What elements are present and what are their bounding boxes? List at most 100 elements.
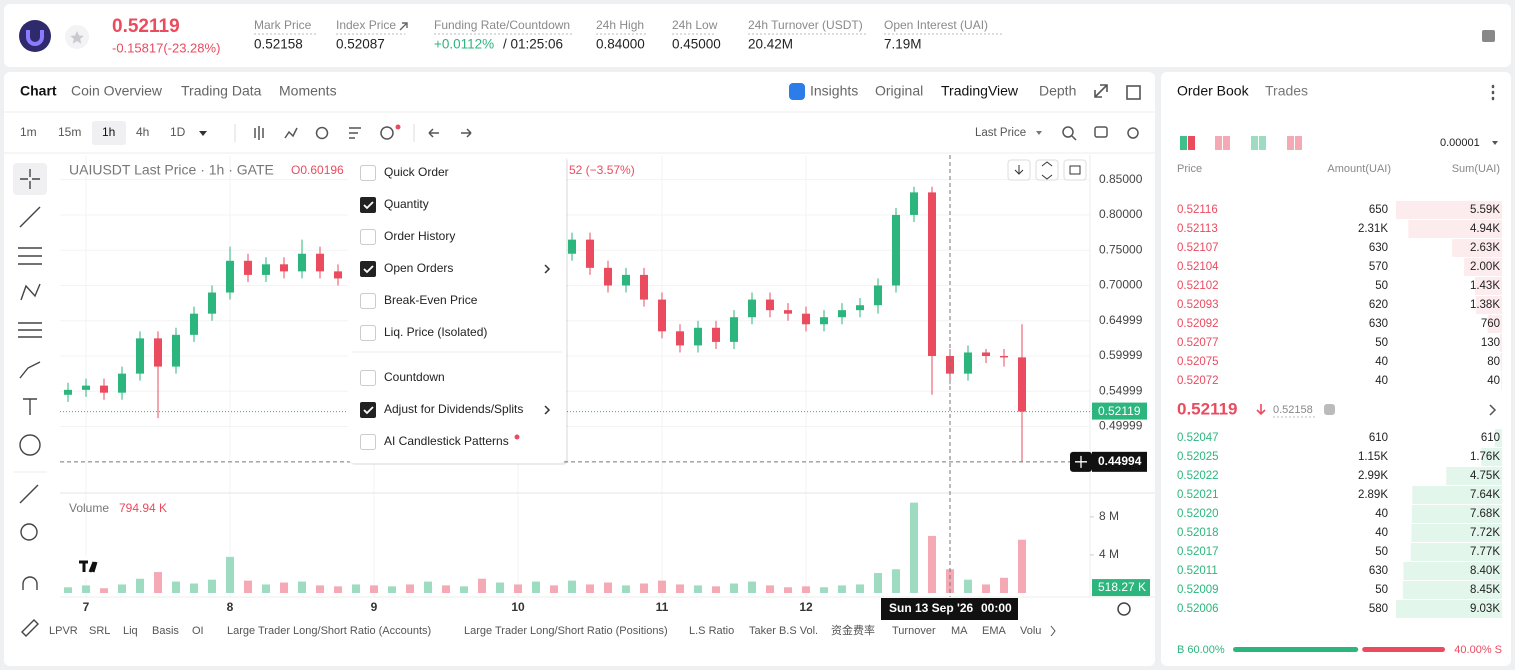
caret: [1036, 131, 1042, 135]
indicator[interactable]: Basis: [152, 625, 179, 637]
y-tick-label: 0.54999: [1099, 383, 1143, 397]
indicator[interactable]: OI: [192, 625, 204, 637]
volume-bar: [100, 588, 108, 593]
menu-item[interactable]: Open Orders: [384, 261, 453, 275]
ob-price: 0.52006: [1177, 603, 1219, 615]
ob-amount: 2.31K: [1358, 223, 1388, 235]
menu-item[interactable]: AI Candlestick Patterns: [384, 434, 509, 448]
volume-bar: [406, 584, 414, 593]
plus-icon: [1075, 455, 1087, 468]
volume-bar: [550, 585, 558, 593]
layout-icon[interactable]: [1188, 136, 1195, 150]
indicator[interactable]: Large Trader Long/Short Ratio (Positions…: [464, 625, 668, 637]
layout-icon[interactable]: [1180, 136, 1187, 150]
checkbox[interactable]: [360, 325, 376, 341]
stat-label: Mark Price: [254, 18, 312, 32]
candle-body: [316, 253, 324, 272]
checkbox[interactable]: [360, 229, 376, 245]
ob-sum: 1.76K: [1470, 451, 1500, 463]
layout-icon[interactable]: [1251, 136, 1258, 150]
volume-bar: [154, 572, 162, 593]
ob-price: 0.52116: [1177, 204, 1218, 216]
menu-item[interactable]: Quantity: [384, 197, 429, 211]
ob-precision[interactable]: 0.00001: [1440, 137, 1480, 149]
checkbox-checked[interactable]: [360, 402, 376, 418]
volume-bar: [802, 586, 810, 593]
tab[interactable]: Chart: [20, 83, 57, 99]
ob-tab[interactable]: Order Book: [1177, 83, 1250, 99]
indicator[interactable]: EMA: [982, 625, 1007, 637]
volume-title: Volume: [69, 501, 109, 515]
chart-button[interactable]: [1035, 159, 1059, 181]
volume-tick-label: 8 M: [1099, 509, 1119, 523]
interval[interactable]: 1m: [20, 125, 37, 139]
x-tick-label: 8: [227, 600, 234, 614]
interval[interactable]: 15m: [58, 125, 81, 139]
expand-icon[interactable]: [1094, 84, 1108, 98]
indicator[interactable]: Liq: [123, 625, 138, 637]
stat-label: 24h Turnover (USDT): [748, 18, 863, 32]
depth-bar: [1452, 239, 1502, 257]
menu-item[interactable]: Countdown: [384, 370, 445, 384]
candle-body: [694, 327, 702, 346]
tab[interactable]: Trading Data: [181, 83, 262, 99]
ob-price: 0.52075: [1177, 356, 1219, 368]
tab[interactable]: Moments: [279, 83, 337, 99]
indicator[interactable]: Turnover: [892, 625, 936, 637]
interval[interactable]: 1h: [102, 125, 115, 139]
checkbox[interactable]: [360, 434, 376, 450]
interval[interactable]: 4h: [136, 125, 149, 139]
indicator[interactable]: 资金费率: [831, 623, 875, 637]
menu-item[interactable]: Quick Order: [384, 165, 449, 179]
indicator[interactable]: Volu: [1020, 625, 1041, 637]
chart-button[interactable]: [1063, 159, 1087, 181]
drawing-tools[interactable]: [13, 163, 47, 637]
checkbox-checked[interactable]: [360, 197, 376, 213]
view-tab[interactable]: Original: [875, 83, 923, 99]
settings-icon[interactable]: [1117, 602, 1131, 616]
menu-item[interactable]: Liq. Price (Isolated): [384, 325, 487, 339]
tab[interactable]: Coin Overview: [71, 83, 163, 99]
window-icon[interactable]: [1126, 85, 1141, 100]
indicator[interactable]: MA: [951, 625, 968, 637]
ob-amount: 50: [1375, 546, 1388, 558]
indicator[interactable]: Large Trader Long/Short Ratio (Accounts): [227, 625, 431, 637]
depth-bar: [1412, 486, 1502, 504]
volume-bar: [496, 582, 504, 593]
menu-item[interactable]: Adjust for Dividends/Splits: [384, 402, 523, 416]
toolbar-icons[interactable]: [254, 126, 1139, 141]
view-tab[interactable]: Insights: [810, 83, 858, 99]
checkbox-checked[interactable]: [360, 261, 376, 277]
indicator[interactable]: SRL: [89, 625, 110, 637]
candle-body: [334, 271, 342, 279]
menu-item[interactable]: Order History: [384, 229, 455, 243]
checkbox[interactable]: [360, 293, 376, 309]
view-tab[interactable]: Depth: [1039, 83, 1076, 99]
view-tab[interactable]: TradingView: [941, 83, 1019, 99]
indicator[interactable]: Taker B.S Vol.: [749, 625, 818, 637]
layout-icon[interactable]: [1215, 136, 1222, 150]
ob-price: 0.52113: [1177, 223, 1218, 235]
layout-icon[interactable]: [1287, 136, 1294, 150]
volume-bar: [766, 585, 774, 593]
ob-amount: 570: [1369, 261, 1388, 273]
interval[interactable]: 1D: [170, 125, 186, 139]
layout-icon[interactable]: [1259, 136, 1266, 150]
indicator[interactable]: LPVR: [49, 625, 78, 637]
candle-body: [226, 260, 234, 293]
layout-icon[interactable]: [1223, 136, 1230, 150]
ob-price: 0.52047: [1177, 432, 1219, 444]
checkbox[interactable]: [360, 370, 376, 386]
ob-price: 0.52018: [1177, 527, 1219, 539]
header-icon[interactable]: [1482, 30, 1495, 42]
ob-price: 0.52104: [1177, 261, 1219, 273]
depth-bar: [1475, 296, 1502, 314]
checkbox[interactable]: [360, 165, 376, 181]
menu-item[interactable]: Break-Even Price: [384, 293, 478, 307]
indicator[interactable]: L.S Ratio: [689, 625, 734, 637]
ob-tab[interactable]: Trades: [1265, 83, 1308, 99]
price-source[interactable]: Last Price: [975, 127, 1026, 139]
candle-body: [730, 317, 738, 342]
layout-icon[interactable]: [1295, 136, 1302, 150]
volume-bar: [748, 581, 756, 593]
